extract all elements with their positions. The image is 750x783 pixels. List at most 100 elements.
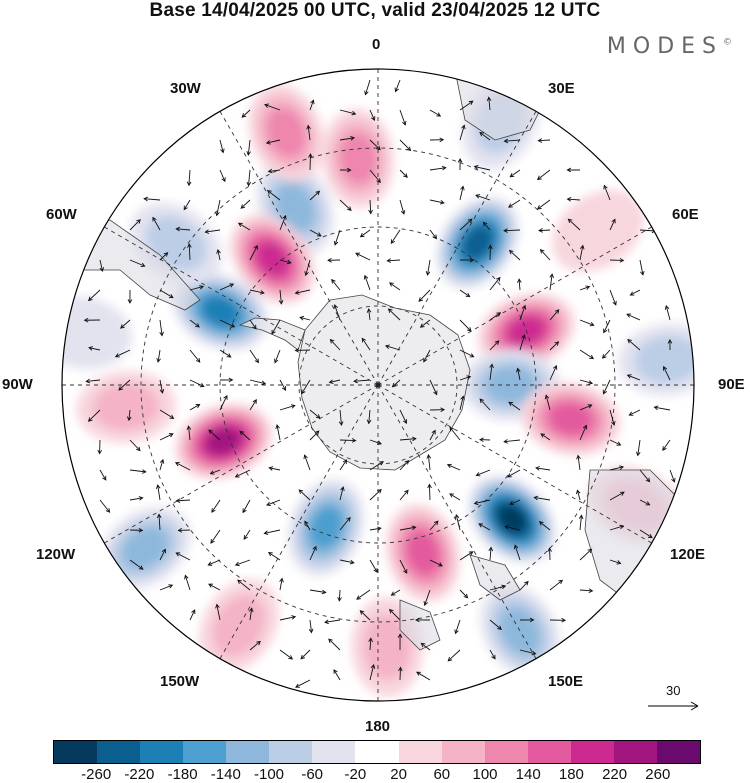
anomaly-contour — [93, 382, 160, 432]
wind-arrow — [355, 252, 371, 261]
wind-arrow — [159, 379, 165, 394]
wind-arrow — [88, 346, 101, 351]
wind-arrow — [609, 559, 622, 565]
wind-arrow — [155, 484, 161, 501]
anomaly-contour — [201, 296, 240, 327]
wind-arrow — [549, 309, 560, 321]
anomaly-contour — [484, 366, 537, 404]
wind-arrow — [361, 337, 371, 351]
wind-arrow — [429, 109, 442, 117]
wind-arrow — [219, 319, 236, 328]
wind-arrow — [267, 552, 281, 561]
wind-arrow — [388, 282, 401, 291]
wind-arrow — [420, 642, 431, 651]
wind-arrow — [159, 458, 165, 471]
wind-arrow — [126, 409, 132, 422]
wind-arrow — [454, 513, 461, 531]
lon-label-120e: 120E — [670, 546, 706, 563]
wind-arrow — [159, 433, 174, 441]
wind-arrow — [159, 319, 164, 337]
wind-arrow — [211, 499, 221, 513]
wind-arrow — [459, 589, 469, 599]
wind-arrow — [489, 276, 501, 291]
wind-arrow — [359, 610, 371, 621]
wind-arrow — [241, 109, 251, 118]
wind-arrow — [249, 379, 267, 386]
wind-arrow — [489, 619, 502, 630]
reference-vector-label: 30 — [666, 683, 681, 698]
wind-arrow — [399, 525, 417, 531]
wind-arrow — [156, 513, 162, 531]
wind-arrow — [399, 169, 408, 178]
wind-arrow — [339, 109, 357, 116]
map-boundary — [61, 68, 695, 702]
wind-arrow — [538, 521, 551, 531]
modes-logo: MODES© — [607, 34, 732, 59]
wind-arrow — [429, 520, 439, 531]
wind-arrow — [219, 283, 235, 291]
wind-arrow — [177, 528, 191, 533]
wind-arrow — [328, 379, 341, 384]
wind-arrow — [279, 379, 287, 391]
wind-arrow — [356, 589, 371, 600]
lon-label-180: 180 — [365, 718, 391, 735]
wind-vectors — [83, 79, 676, 688]
wind-arrow — [159, 252, 169, 261]
wind-arrow — [629, 289, 641, 296]
wind-arrow — [87, 409, 101, 422]
wind-arrow — [129, 439, 141, 452]
wind-arrow — [99, 499, 111, 513]
wind-arrow — [509, 499, 521, 506]
colorbar-tick-label: 180 — [558, 766, 584, 783]
wind-arrow — [579, 349, 595, 360]
wind-arrow — [309, 589, 327, 595]
wind-arrow — [459, 185, 465, 201]
wind-arrow — [609, 439, 622, 446]
wind-arrow — [449, 426, 461, 441]
wind-arrow — [189, 349, 201, 363]
wind-arrow — [669, 469, 676, 483]
wind-arrow — [549, 617, 567, 623]
wind-arrow — [603, 184, 611, 201]
wind-arrow — [249, 244, 258, 261]
wind-arrow — [216, 249, 221, 261]
anomaly-contour — [121, 526, 169, 570]
colorbar-swatch — [570, 741, 614, 763]
wind-arrow — [479, 132, 491, 141]
lon-label-90e: 90E — [718, 376, 745, 393]
wind-arrow — [579, 548, 593, 561]
wind-arrow — [429, 165, 447, 171]
wind-arrow — [368, 199, 373, 215]
wind-arrow — [488, 244, 493, 261]
wind-arrow — [429, 229, 438, 240]
wind-arrow — [215, 199, 221, 217]
wind-arrow — [248, 607, 254, 621]
wind-arrow — [639, 529, 653, 539]
colorbar-swatch — [355, 741, 399, 763]
wind-arrow — [519, 649, 537, 656]
wind-arrow — [309, 545, 317, 561]
wind-arrow — [579, 244, 585, 261]
colorbar-swatch — [97, 741, 141, 763]
wind-arrow — [566, 167, 581, 173]
colorbar-tick-label: -180 — [167, 766, 198, 783]
wind-arrow — [249, 399, 257, 411]
wind-arrow — [609, 524, 625, 531]
wind-arrow — [459, 375, 472, 381]
wind-arrow — [246, 169, 252, 187]
wind-arrow — [399, 409, 408, 424]
wind-arrow — [429, 137, 445, 143]
colorbar-tick-label: 220 — [602, 766, 628, 783]
wind-arrow — [129, 559, 144, 570]
wind-arrow — [626, 374, 641, 381]
wind-arrow — [339, 199, 352, 211]
wind-arrow — [208, 429, 221, 441]
wind-arrow — [118, 379, 131, 391]
wind-arrow — [183, 199, 191, 211]
wind-arrow — [97, 439, 102, 455]
wind-arrow — [129, 259, 146, 267]
lon-label-150e: 150E — [548, 673, 584, 690]
wind-arrow — [337, 589, 342, 602]
wind-arrow — [427, 483, 432, 501]
